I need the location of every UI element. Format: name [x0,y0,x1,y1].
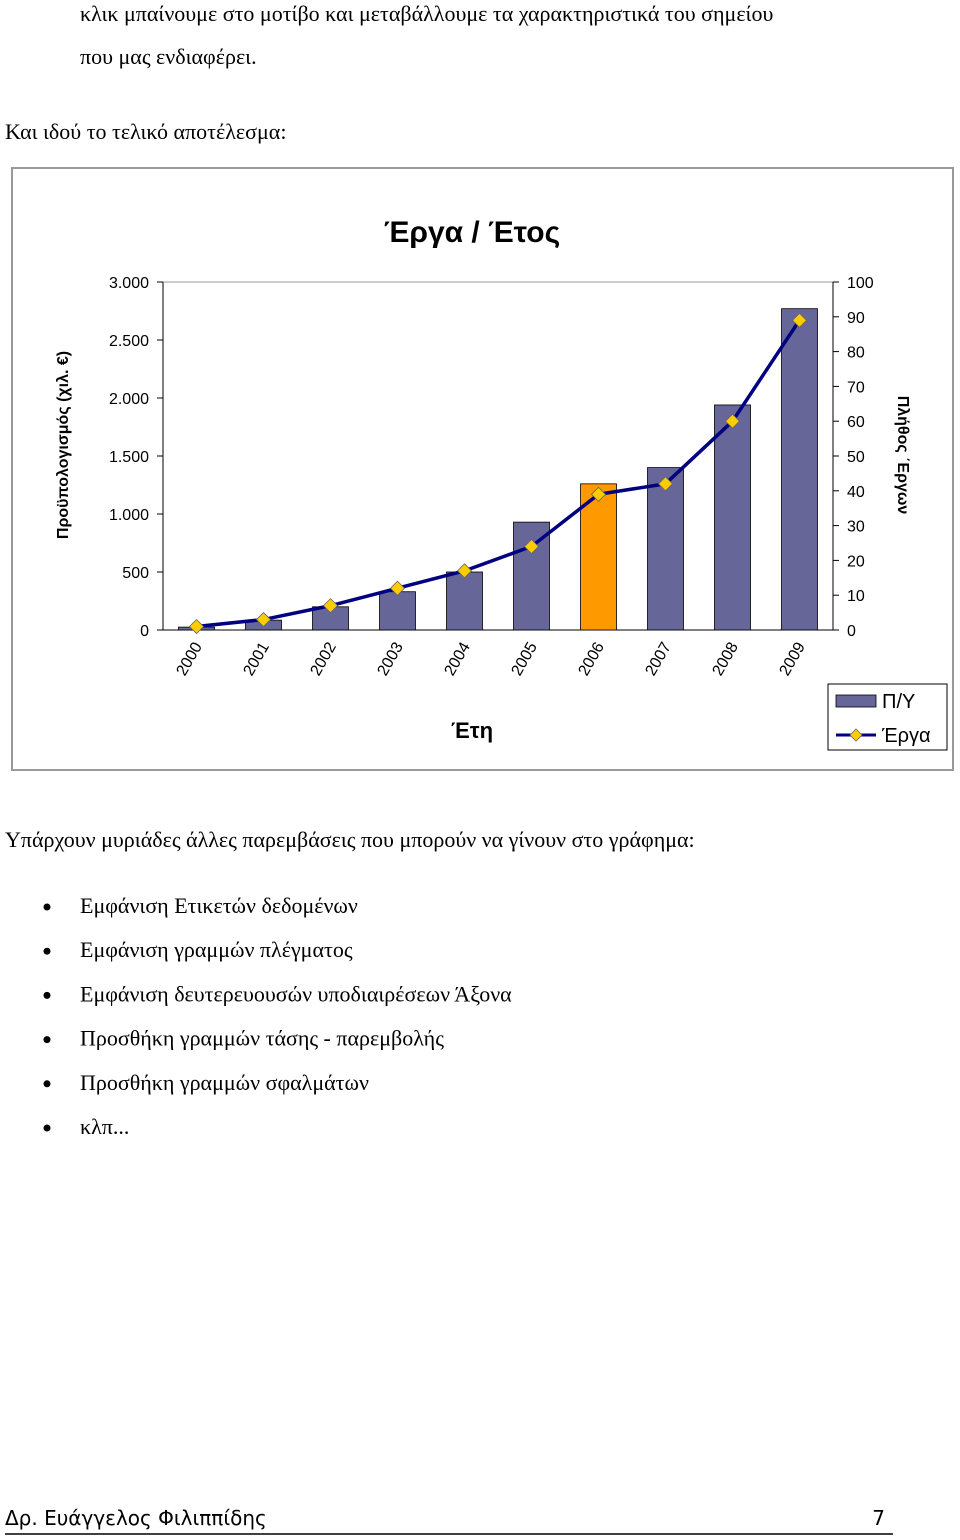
bullet-text: Εμφάνιση δευτερευουσών υποδιαιρέσεων Άξο… [80,981,512,1006]
bullet [43,991,51,999]
chart-title: Έργα / Έτος [384,216,560,249]
paragraph: Υπάρχουν μυριάδες άλλες παρεμβάσεις που … [5,827,695,852]
y2-tick-label: 60 [847,414,865,431]
paragraph: που μας ενδιαφέρει. [80,44,257,69]
y-tick-label: 2.000 [109,391,149,408]
bullet-text: κλπ... [80,1114,129,1139]
bar [580,483,617,631]
bullet [43,903,51,911]
footer-author: Δρ. Ευάγγελος Φιλιππίδης [5,1506,267,1530]
bar [647,467,684,631]
bullet [43,947,51,955]
bullet-text: Εμφάνιση γραμμών πλέγματος [80,937,353,962]
y2-tick-label: 70 [847,379,865,396]
marker [657,476,674,492]
bullet [43,1124,51,1132]
marker [724,413,741,429]
bullet [43,1036,51,1044]
bullet-text: Εμφάνιση Ετικετών δεδομένων [80,893,358,918]
y-tick-label: 2.500 [109,333,149,350]
marker [523,538,540,555]
y2-tick-label: 40 [847,484,865,501]
bar [379,591,416,631]
line [196,319,801,629]
y2-tick-label: 0 [847,623,856,640]
paragraph: κλικ μπαίνουμε στο μοτίβο και μεταβάλλου… [80,1,773,26]
bar [446,571,483,631]
legend-label: Έργα [881,725,931,747]
y-tick-label: 500 [122,565,149,582]
marker [590,486,607,502]
y2-tick-label: 90 [847,310,865,327]
y2-axis-label: Πλήθος ΄Εργων [894,396,911,515]
y-tick-label: 0 [140,623,149,640]
y-tick-label: 1.500 [109,449,149,466]
bar [714,404,751,631]
legend-swatch [835,694,877,708]
y2-tick-label: 20 [847,553,865,570]
y-tick-label: 3.000 [109,275,149,292]
bullet-text: Προσθήκη γραμμών σφαλμάτων [80,1070,369,1095]
bar [781,308,818,631]
marker [255,611,272,628]
paragraph: Και ιδού το τελικό αποτέλεσμα: [5,119,286,144]
page-number: 7 [872,1506,885,1530]
y2-tick-label: 100 [847,275,874,292]
marker [389,580,406,596]
bullet [43,1080,51,1088]
y2-tick-label: 50 [847,449,865,466]
legend-label: Π/Υ [882,691,915,713]
y-axis-label: Προϋπολογισμός (χιλ. €) [55,351,72,539]
legend-marker [849,728,863,742]
y2-tick-label: 80 [847,345,865,362]
y2-tick-label: 10 [847,588,865,605]
marker [322,598,339,614]
y2-tick-label: 30 [847,519,865,536]
marker [791,312,808,328]
y-tick-label: 1.000 [109,507,149,524]
marker [188,618,205,635]
bullet-text: Προσθήκη γραμμών τάσης - παρεμβολής [80,1026,444,1051]
marker [456,563,473,579]
x-axis-label: Έτη [451,718,493,743]
